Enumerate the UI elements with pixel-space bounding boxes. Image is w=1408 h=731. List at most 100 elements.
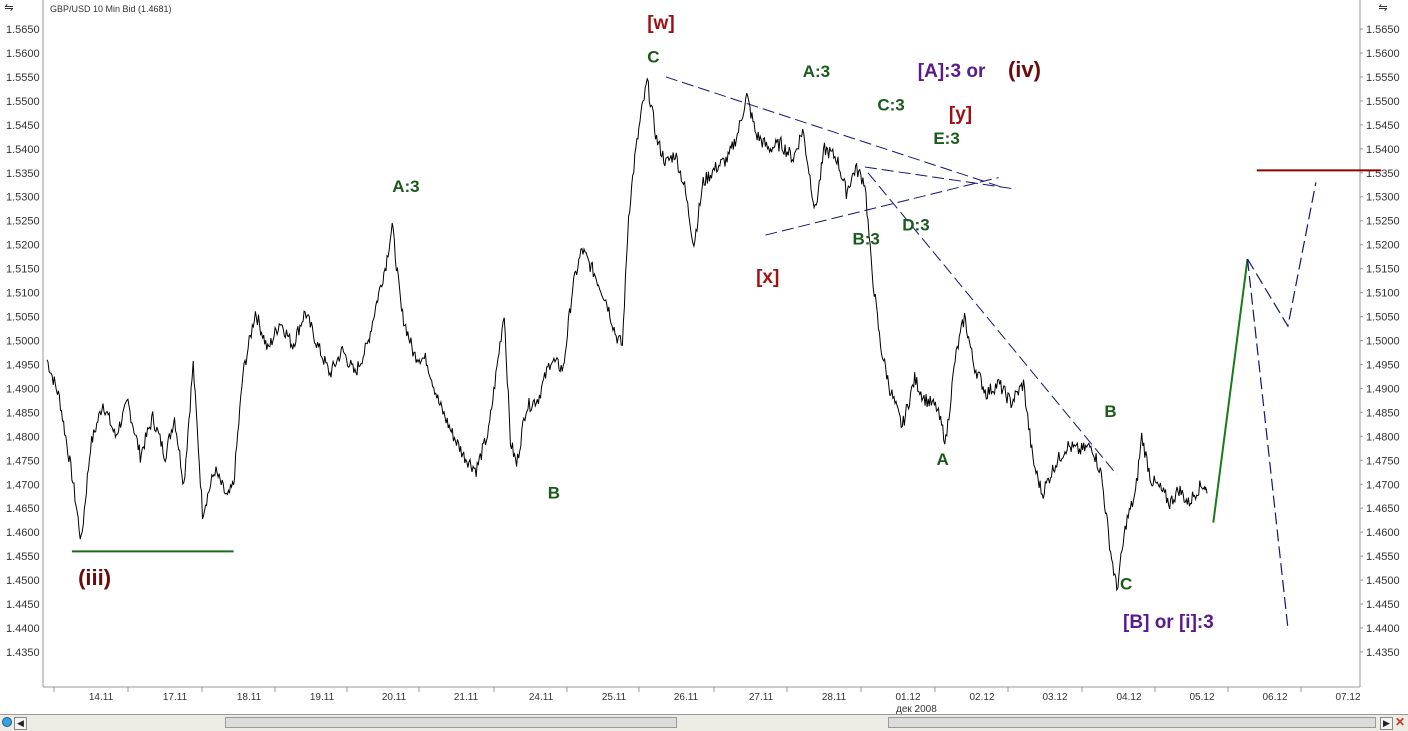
y-tick-label-left: 1.5600 <box>6 48 40 60</box>
wave-label: [y] <box>949 104 972 125</box>
projection-line <box>1212 258 1249 523</box>
y-tick-label-left: 1.5200 <box>6 240 40 252</box>
close-icon[interactable]: ✕ <box>1394 715 1406 729</box>
wave-label: A:3 <box>803 62 830 81</box>
y-tick-label-right: 1.4350 <box>1366 647 1400 659</box>
y-tick-label-right: 1.5150 <box>1366 264 1400 276</box>
x-date-label: дек 2008 <box>896 704 937 714</box>
y-tick-label-left: 1.5250 <box>6 216 40 228</box>
scrollbar-thumb-secondary[interactable] <box>888 717 1376 728</box>
x-tick-label: 01.12 <box>895 692 920 703</box>
left-price-scale-icon[interactable]: ⇋ <box>4 2 14 14</box>
y-tick-label-left: 1.4400 <box>6 623 40 635</box>
wave-label: C <box>1120 575 1132 594</box>
x-tick-label: 18.11 <box>237 692 262 703</box>
y-tick-label-right: 1.5000 <box>1366 336 1400 348</box>
wave-label: (iii) <box>78 565 111 590</box>
y-tick-label-left: 1.4500 <box>6 575 40 587</box>
price-series-line <box>46 77 1208 592</box>
y-tick-label-left: 1.5550 <box>6 72 40 84</box>
wave-label: C <box>647 48 659 67</box>
projection-line <box>1246 182 1317 328</box>
y-tick-label-right: 1.5100 <box>1366 288 1400 300</box>
x-tick-label: 17.11 <box>163 692 188 703</box>
x-tick-label: 05.12 <box>1189 692 1214 703</box>
x-tick-label: 24.11 <box>529 692 554 703</box>
y-tick-label-right: 1.4650 <box>1366 503 1400 515</box>
x-tick-label: 02.12 <box>969 692 994 703</box>
wave-label: D:3 <box>902 215 929 234</box>
wave-label: [w] <box>647 13 674 34</box>
y-tick-label-right: 1.5450 <box>1366 120 1400 132</box>
x-tick-label: 28.11 <box>822 692 847 703</box>
x-tick-label: 25.11 <box>602 692 627 703</box>
y-tick-label-right: 1.5600 <box>1366 48 1400 60</box>
y-tick-label-left: 1.4900 <box>6 383 40 395</box>
y-tick-label-right: 1.5050 <box>1366 312 1400 324</box>
x-tick-label: 06.12 <box>1262 692 1287 703</box>
x-tick-label: 21.11 <box>454 692 479 703</box>
y-tick-label-left: 1.5400 <box>6 144 40 156</box>
y-tick-label-right: 1.5250 <box>1366 216 1400 228</box>
x-tick-label: 27.11 <box>749 692 774 703</box>
y-tick-label-right: 1.4900 <box>1366 383 1400 395</box>
x-tick-label: 19.11 <box>310 692 335 703</box>
trendline <box>665 76 1002 188</box>
y-tick-label-right: 1.5550 <box>1366 72 1400 84</box>
y-tick-label-left: 1.4950 <box>6 359 40 371</box>
x-tick-label: 26.11 <box>674 692 699 703</box>
x-tick-label: 07.12 <box>1335 692 1360 703</box>
y-tick-label-right: 1.4550 <box>1366 551 1400 563</box>
trendline <box>765 177 999 236</box>
y-tick-label-left: 1.4650 <box>6 503 40 515</box>
wave-label: B:3 <box>852 230 879 249</box>
y-tick-label-left: 1.5350 <box>6 168 40 180</box>
scrollbar-thumb[interactable] <box>225 717 677 728</box>
y-tick-label-left: 1.5150 <box>6 264 40 276</box>
chart-title: GBP/USD 10 Min Bid (1.4681) <box>50 4 172 14</box>
wave-label: [x] <box>756 267 779 288</box>
y-tick-label-left: 1.5500 <box>6 96 40 108</box>
y-tick-label-left: 1.4350 <box>6 647 40 659</box>
status-indicator-icon <box>2 717 12 727</box>
trendline <box>867 172 1118 476</box>
y-tick-label-left: 1.5650 <box>6 24 40 36</box>
y-tick-label-left: 1.5050 <box>6 312 40 324</box>
wave-label: [A]:3 or <box>918 61 986 82</box>
y-tick-label-right: 1.5200 <box>1366 240 1400 252</box>
wave-label: A:3 <box>392 177 419 196</box>
wave-label: (iv) <box>1008 57 1041 82</box>
x-tick-label: 04.12 <box>1116 692 1141 703</box>
y-tick-label-left: 1.4800 <box>6 431 40 443</box>
y-tick-label-left: 1.4750 <box>6 455 40 467</box>
y-tick-label-right: 1.4850 <box>1366 407 1400 419</box>
right-price-scale-icon[interactable]: ⇋ <box>1378 2 1388 14</box>
y-tick-label-right: 1.4750 <box>1366 455 1400 467</box>
price-chart: 1.5650 1.5600 1.5550 1.5500 1.5450 1.5400 1.53… <box>6 0 1400 715</box>
wave-label: A <box>936 450 948 469</box>
y-tick-label-right: 1.4800 <box>1366 431 1400 443</box>
y-tick-label-left: 1.4600 <box>6 527 40 539</box>
wave-label: E:3 <box>933 129 959 148</box>
y-tick-label-right: 1.4950 <box>1366 359 1400 371</box>
y-tick-label-left: 1.5300 <box>6 192 40 204</box>
scroll-left-button[interactable]: ◀ <box>14 717 27 730</box>
y-tick-label-left: 1.5000 <box>6 336 40 348</box>
y-tick-label-right: 1.5500 <box>1366 96 1400 108</box>
y-tick-label-right: 1.4500 <box>1366 575 1400 587</box>
y-tick-label-left: 1.5450 <box>6 120 40 132</box>
wave-label: B <box>1104 402 1116 421</box>
y-tick-label-left: 1.5100 <box>6 288 40 300</box>
y-tick-label-right: 1.5300 <box>1366 192 1400 204</box>
x-tick-label: 14.11 <box>89 692 114 703</box>
y-tick-label-right: 1.5400 <box>1366 144 1400 156</box>
y-tick-label-right: 1.5650 <box>1366 24 1400 36</box>
scroll-right-button[interactable]: ▶ <box>1380 717 1393 730</box>
trendline <box>864 166 1013 190</box>
y-tick-label-right: 1.4600 <box>1366 527 1400 539</box>
horizontal-scrollbar[interactable]: ◀ ▶ ✕ <box>0 714 1408 731</box>
projection-line <box>1246 258 1289 629</box>
y-tick-label-right: 1.4700 <box>1366 479 1400 491</box>
y-tick-label-right: 1.4400 <box>1366 623 1400 635</box>
